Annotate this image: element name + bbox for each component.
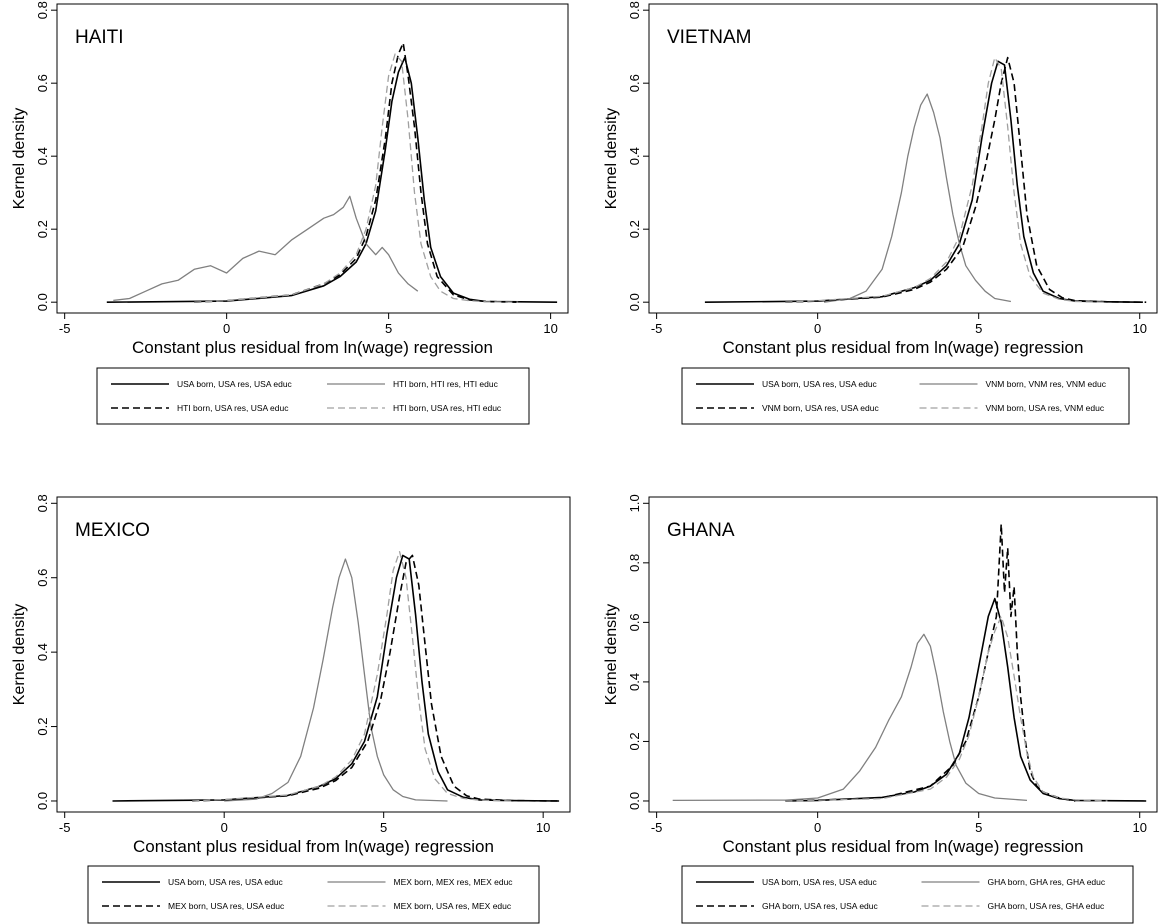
series-line-0: [785, 597, 1147, 802]
x-tick-label: 5: [975, 820, 982, 835]
series-line-3: [785, 56, 1108, 303]
panel-title: GHANA: [667, 520, 735, 541]
x-tick-label: -5: [651, 820, 663, 835]
legend-entry: HTI born, USA res, USA educ: [177, 403, 289, 413]
legend-entry: GHA born, GHA res, GHA educ: [988, 877, 1106, 887]
legend-entry: HTI born, HTI res, HTI educ: [393, 379, 499, 389]
x-tick-label: -5: [59, 820, 71, 835]
legend: USA born, USA res, USA educ VNM born, VNM…: [681, 367, 1130, 425]
legend: USA born, USA res, USA educ MEX born, MEX…: [87, 865, 540, 924]
x-tick-label: 0: [221, 820, 228, 835]
y-tick-label: 0.4: [35, 147, 50, 165]
legend-entry: MEX born, MEX res, MEX educ: [394, 877, 514, 887]
y-tick-label: 0.0: [35, 792, 50, 810]
y-tick-label: 0.8: [627, 1, 642, 19]
legend: USA born, USA res, USA educ HTI born, HTI…: [96, 367, 530, 425]
series-line-0: [704, 60, 1143, 303]
chart-panel-haiti: 0.0 0.2 0.4 0.6 0.8 -5 0 5 10 Constant plus resid…: [11, 1, 569, 425]
series-line-0: [106, 56, 558, 303]
legend-entry: USA born, USA res, USA educ: [177, 379, 293, 389]
x-tick-label: 10: [536, 820, 550, 835]
y-tick-label: 0.4: [35, 643, 50, 661]
y-axis-label: Kernel density: [603, 604, 620, 705]
legend-entry: USA born, USA res, USA educ: [168, 877, 284, 887]
y-tick-label: 0.6: [627, 74, 642, 92]
legend-entry: MEX born, USA res, USA educ: [168, 901, 285, 911]
y-tick-label: 0.4: [627, 147, 642, 165]
x-tick-label: 0: [814, 820, 821, 835]
legend-box: [681, 367, 1130, 425]
series-line-1: [824, 93, 1012, 303]
legend-box: [87, 865, 540, 924]
legend-entry: USA born, USA res, USA educ: [762, 379, 878, 389]
plot-frame: [648, 3, 1158, 314]
panel-title: HAITI: [75, 27, 124, 48]
x-tick-label: -5: [59, 321, 71, 336]
legend-box: [681, 865, 1134, 924]
y-axis-label: Kernel density: [603, 108, 620, 209]
series-line-3: [194, 53, 519, 303]
x-tick-label: 10: [543, 321, 557, 336]
panel-title: VIETNAM: [667, 27, 751, 48]
y-axis-label: Kernel density: [11, 108, 28, 209]
chart-panel-vietnam: 0.0 0.2 0.4 0.6 0.8 -5 0 5 10 Constant plus resid…: [603, 1, 1158, 425]
y-tick-label: 0.8: [35, 1, 50, 19]
y-tick-label: 0.6: [627, 613, 642, 631]
series-line-2: [785, 56, 1147, 303]
series-line-1: [224, 558, 448, 802]
x-tick-label: 0: [223, 321, 230, 336]
y-tick-label: 0.0: [35, 293, 50, 311]
x-tick-label: 5: [385, 321, 392, 336]
y-tick-label: 0.2: [35, 718, 50, 736]
legend-entry: VNM born, VNM res, VNM educ: [986, 379, 1107, 389]
y-tick-label: 0.0: [627, 792, 642, 810]
legend-box: [96, 367, 530, 425]
y-tick-label: 0.8: [35, 494, 50, 512]
x-tick-label: 0: [814, 321, 821, 336]
legend-entry: VNM born, USA res, VNM educ: [986, 403, 1105, 413]
legend-entry: GHA born, USA res, GHA educ: [988, 901, 1105, 911]
legend-entry: HTI born, USA res, HTI educ: [393, 403, 502, 413]
series-line-1: [113, 195, 419, 302]
chart-panel-ghana: 0.0 0.2 0.4 0.6 0.8 1.0 -5 0 5 10 Constant plus re…: [603, 494, 1158, 924]
series-line-3: [785, 615, 1108, 802]
y-tick-label: 0.6: [35, 569, 50, 587]
y-tick-label: 1.0: [627, 494, 642, 512]
x-axis-label: Constant plus residual from ln(wage) reg…: [133, 837, 494, 856]
y-tick-label: 0.2: [627, 220, 642, 238]
chart-panel-mexico: 0.0 0.2 0.4 0.6 0.8 -5 0 5 10 Constant plus resid…: [11, 494, 571, 924]
series-line-2: [192, 554, 560, 802]
legend-entry: VNM born, USA res, USA educ: [762, 403, 879, 413]
series-line-2: [194, 42, 519, 303]
plot-frame: [56, 496, 571, 813]
x-tick-label: 5: [975, 321, 982, 336]
legend: USA born, USA res, USA educ GHA born, GHA…: [681, 865, 1134, 924]
x-axis-label: Constant plus residual from ln(wage) reg…: [723, 837, 1084, 856]
y-tick-label: 0.6: [35, 74, 50, 92]
x-tick-label: 10: [1132, 321, 1146, 336]
y-tick-label: 0.2: [627, 732, 642, 750]
legend-entry: USA born, USA res, USA educ: [762, 877, 878, 887]
x-tick-label: 10: [1132, 820, 1146, 835]
y-tick-label: 0.4: [627, 673, 642, 691]
series-line-2: [785, 523, 1076, 802]
x-tick-label: 5: [380, 820, 387, 835]
legend-entry: GHA born, USA res, USA educ: [762, 901, 879, 911]
series-line-1: [672, 633, 1028, 802]
x-tick-label: -5: [651, 321, 663, 336]
legend-entry: MEX born, USA res, MEX educ: [394, 901, 512, 911]
plot-frame: [648, 496, 1158, 813]
x-axis-label: Constant plus residual from ln(wage) reg…: [132, 338, 493, 357]
series-line-3: [192, 551, 512, 802]
y-tick-label: 0.0: [627, 293, 642, 311]
x-axis-label: Constant plus residual from ln(wage) reg…: [723, 338, 1084, 357]
y-axis-label: Kernel density: [11, 604, 28, 705]
y-tick-label: 0.2: [35, 220, 50, 238]
y-tick-label: 0.8: [627, 554, 642, 572]
panel-title: MEXICO: [75, 520, 150, 541]
plot-frame: [56, 3, 569, 314]
